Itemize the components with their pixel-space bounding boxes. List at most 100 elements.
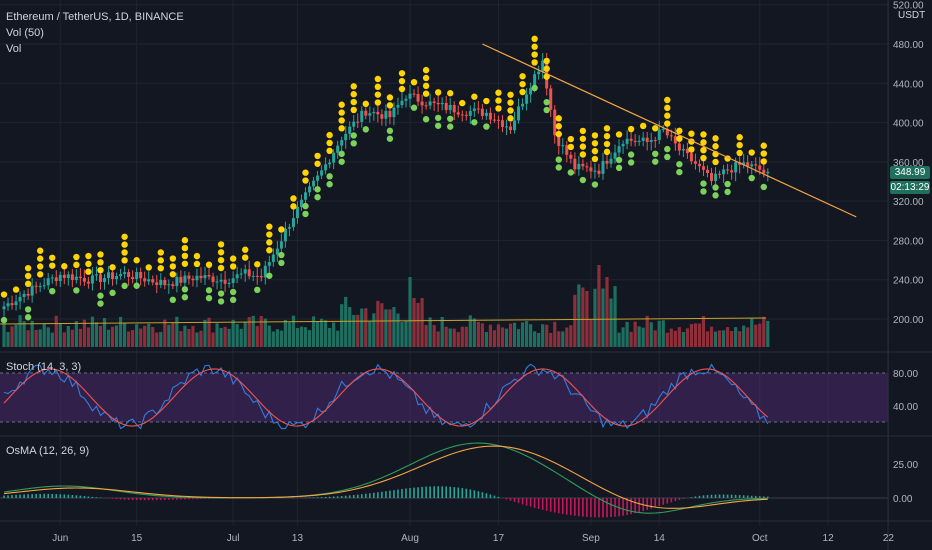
yellow-dot — [350, 91, 357, 98]
volume-bar — [102, 318, 107, 347]
yellow-dot — [181, 252, 189, 260]
yellow-dot — [422, 82, 430, 90]
candle-body — [480, 108, 484, 116]
yellow-dot — [736, 134, 743, 141]
osma-bar — [598, 498, 600, 518]
volume-bar — [456, 332, 460, 347]
candle-body — [766, 171, 770, 174]
green-dot — [326, 173, 333, 180]
volume-bar — [561, 331, 565, 347]
candle-body — [58, 274, 62, 282]
volume-bar — [645, 315, 649, 347]
yellow-dot — [579, 127, 587, 135]
volume-bar — [151, 327, 155, 347]
volume-bar — [287, 322, 292, 347]
yellow-dot — [386, 94, 394, 101]
green-dot — [447, 123, 454, 130]
yellow-dot — [664, 112, 671, 119]
green-dot — [97, 300, 104, 307]
candle-body — [159, 279, 163, 286]
volume-bar — [412, 298, 416, 347]
candle-body — [505, 126, 508, 128]
stoch-pane — [0, 363, 888, 430]
green-dot — [24, 306, 32, 313]
yellow-dot — [181, 244, 189, 252]
candle-body — [681, 148, 685, 151]
osma-bar — [360, 494, 363, 498]
volume-bar — [388, 309, 392, 347]
yellow-dot — [121, 249, 128, 256]
volume-bar — [738, 331, 742, 347]
osma-bar — [626, 498, 628, 515]
osma-bar — [505, 498, 508, 500]
green-dot — [217, 290, 225, 297]
volume-bar — [553, 321, 557, 347]
osma-bar — [758, 496, 761, 498]
price-tick-label: 400.00 — [893, 119, 924, 130]
volume-bar — [171, 323, 175, 347]
candle-body — [645, 137, 649, 142]
candle-body — [147, 279, 151, 282]
osma-bar — [381, 491, 383, 498]
osma-bar — [79, 495, 82, 498]
volume-bar — [372, 313, 376, 347]
candle-body — [456, 112, 460, 115]
price-tick-label: 480.00 — [893, 40, 924, 51]
volume-bar — [637, 326, 641, 347]
yellow-dot — [49, 254, 56, 261]
date-tick-label: 17 — [493, 533, 505, 544]
volume-bar — [199, 330, 203, 347]
green-dot — [627, 159, 635, 166]
candle-body — [127, 272, 131, 277]
volume-bar — [22, 321, 26, 347]
candle-body — [448, 105, 452, 111]
osma-bar — [682, 498, 685, 499]
candle-body — [601, 160, 605, 174]
candle-body — [295, 206, 299, 219]
volume-bar — [754, 324, 758, 347]
yellow-dot — [24, 280, 32, 288]
volume-bar — [26, 330, 30, 347]
yellow-dot — [350, 83, 357, 90]
green-dot — [579, 176, 587, 184]
osma-bar — [473, 490, 476, 498]
candle-body — [203, 275, 207, 279]
volume-bar — [2, 320, 6, 347]
osma-bar — [180, 498, 182, 500]
osma-bar — [582, 498, 584, 517]
stoch-tick-label: 80.00 — [893, 369, 918, 380]
candle-body — [22, 293, 26, 297]
green-dot — [338, 150, 345, 158]
candle-body — [259, 276, 263, 278]
price-tick-label: 280.00 — [893, 236, 924, 247]
yellow-dot — [326, 139, 333, 147]
volume-bar — [721, 330, 726, 347]
candle-body — [82, 277, 86, 282]
yellow-dot — [314, 152, 321, 160]
volume-bar — [62, 332, 66, 347]
volume-bar — [625, 321, 629, 347]
candle-body — [492, 119, 496, 121]
yellow-dot — [97, 259, 104, 266]
yellow-dot — [350, 106, 357, 114]
osma-bar — [485, 493, 488, 498]
osma-bar — [541, 498, 544, 510]
candle-body — [500, 120, 504, 127]
candle-body — [714, 173, 718, 182]
osma-bar — [131, 498, 134, 500]
yellow-dot — [579, 135, 587, 142]
green-dot — [712, 192, 719, 199]
osma-bar — [188, 498, 190, 500]
candle-body — [734, 162, 738, 173]
osma-bar — [393, 490, 395, 498]
volume-bar — [681, 331, 685, 347]
candle-body — [94, 274, 98, 276]
volume-bar — [424, 324, 428, 347]
yellow-dot — [507, 115, 514, 122]
candle-body — [90, 275, 94, 284]
candle-body — [332, 152, 336, 163]
yellow-dot — [254, 261, 261, 268]
yellow-dot — [603, 125, 611, 132]
volume-bar — [476, 321, 480, 347]
